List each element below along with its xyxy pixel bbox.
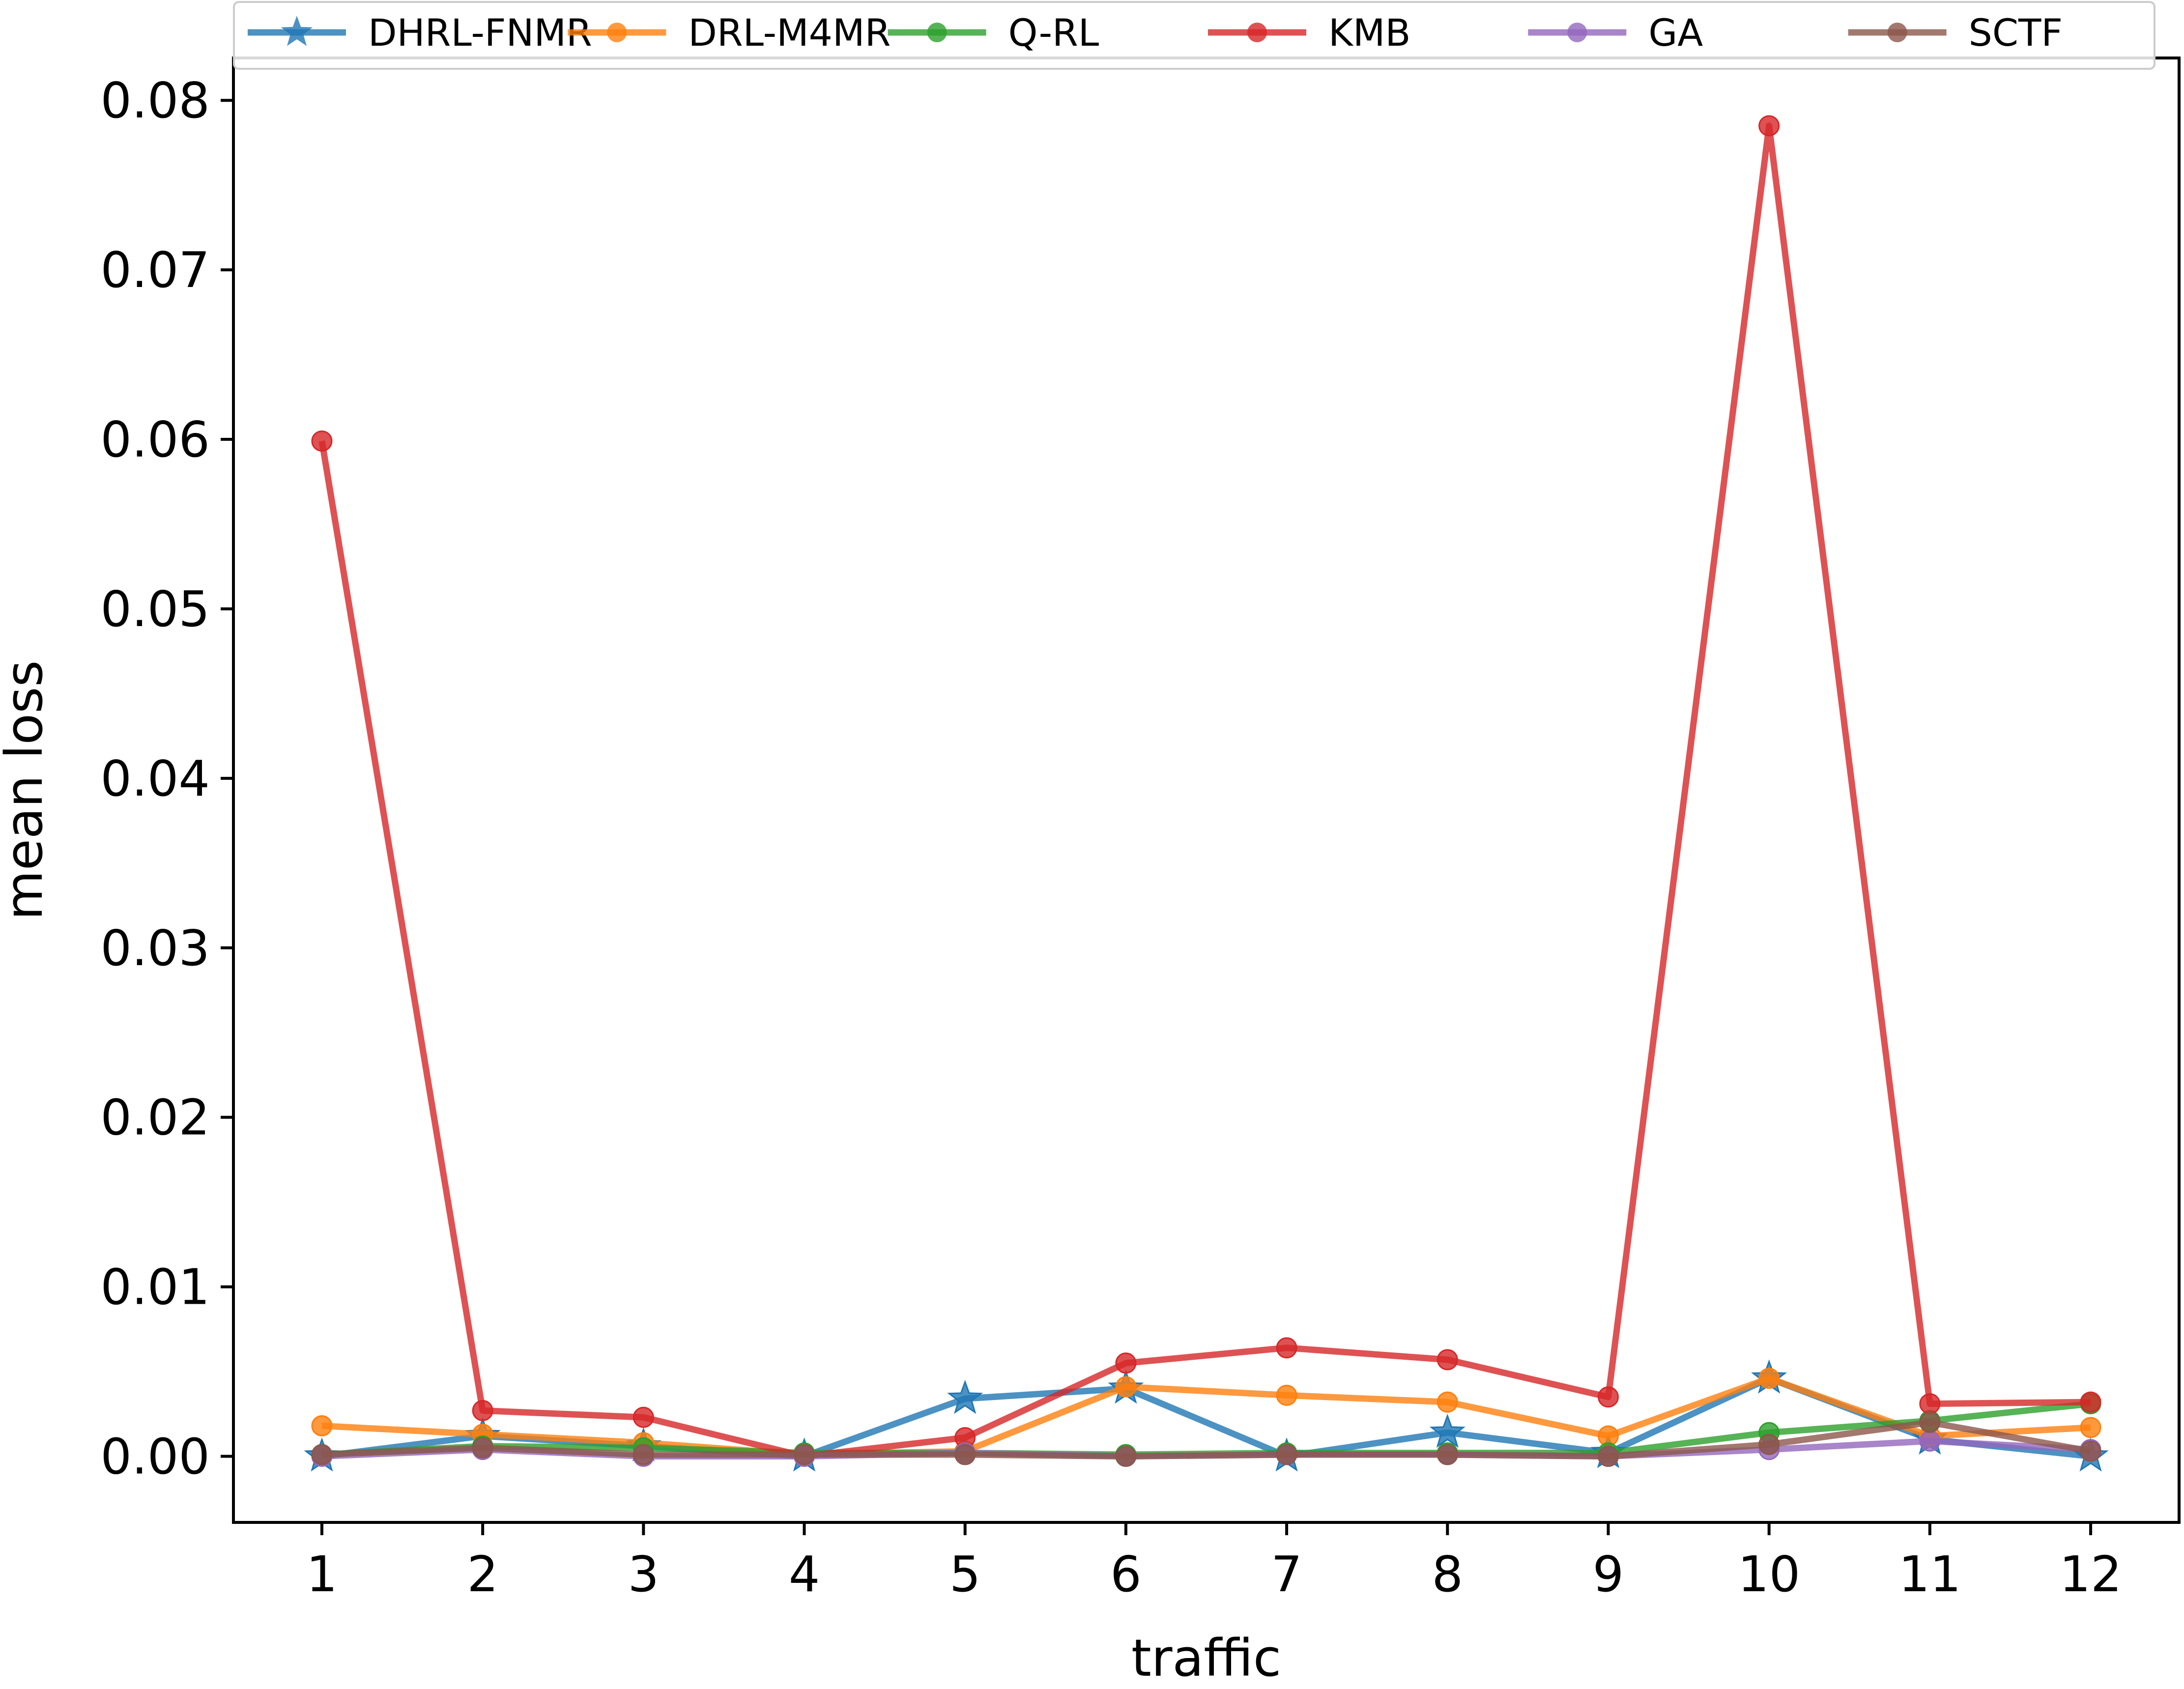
data-point bbox=[2080, 1440, 2101, 1462]
x-tick-label: 12 bbox=[2059, 1546, 2122, 1603]
data-point bbox=[1758, 1433, 1780, 1455]
legend-label: Q-RL bbox=[1008, 11, 1099, 55]
legend-label: DHRL-FNMR bbox=[368, 11, 592, 55]
data-point bbox=[1919, 1430, 1941, 1452]
x-tick-label: 8 bbox=[1432, 1546, 1463, 1603]
data-point bbox=[1115, 1352, 1137, 1374]
legend-marker bbox=[927, 23, 947, 42]
y-tick-label: 0.01 bbox=[100, 1259, 210, 1316]
legend-item: DRL-M4MR bbox=[568, 11, 891, 55]
data-point bbox=[1437, 1444, 1458, 1465]
x-tick-label: 9 bbox=[1593, 1546, 1624, 1603]
x-tick-label: 10 bbox=[1738, 1546, 1800, 1603]
legend-marker bbox=[1887, 23, 1907, 42]
legend-label: SCTF bbox=[1969, 11, 2063, 55]
data-point bbox=[954, 1444, 976, 1465]
legend-marker bbox=[1247, 23, 1267, 42]
series-kmb bbox=[311, 115, 2101, 1467]
y-tick-label: 0.06 bbox=[100, 411, 210, 468]
data-point bbox=[1919, 1412, 1941, 1433]
data-point bbox=[1437, 1391, 1458, 1413]
x-tick-label: 3 bbox=[628, 1546, 660, 1603]
data-point bbox=[632, 1444, 654, 1465]
legend-label: GA bbox=[1648, 11, 1703, 55]
data-point bbox=[632, 1406, 654, 1428]
data-point bbox=[1276, 1444, 1297, 1465]
y-axis-label: mean loss bbox=[0, 660, 54, 920]
data-point bbox=[1115, 1376, 1137, 1398]
plot-area bbox=[304, 115, 2109, 1472]
data-point bbox=[2080, 1391, 2101, 1413]
x-tick-label: 5 bbox=[949, 1546, 981, 1603]
data-point bbox=[311, 430, 333, 452]
x-tick-label: 11 bbox=[1898, 1546, 1961, 1603]
legend-marker bbox=[607, 23, 627, 42]
y-axis: 0.00 0.01 0.02 0.03 0.04 0.05 0.06 0.07 0.08 bbox=[100, 72, 233, 1485]
data-point bbox=[1919, 1393, 1941, 1415]
x-axis-label: traffic bbox=[1131, 1628, 1281, 1688]
y-tick-label: 0.07 bbox=[100, 241, 210, 299]
data-point bbox=[794, 1444, 815, 1465]
data-point bbox=[1276, 1337, 1297, 1359]
y-tick-label: 0.08 bbox=[100, 72, 210, 129]
data-point bbox=[472, 1400, 493, 1421]
data-point bbox=[1115, 1445, 1137, 1467]
data-point bbox=[472, 1437, 493, 1459]
data-point bbox=[1758, 115, 1780, 137]
data-point bbox=[1276, 1384, 1297, 1406]
data-point bbox=[1429, 1413, 1466, 1448]
x-tick-label: 2 bbox=[467, 1546, 498, 1603]
x-tick-label: 7 bbox=[1271, 1546, 1302, 1603]
legend-item: GA bbox=[1528, 11, 1703, 55]
legend: DHRL-FNMR DRL-M4MR Q-RL KMB GA SCTF bbox=[233, 1, 2155, 70]
legend-item: SCTF bbox=[1848, 11, 2063, 55]
data-point bbox=[1437, 1349, 1458, 1371]
legend-marker bbox=[1567, 23, 1587, 42]
x-tick-label: 1 bbox=[306, 1546, 338, 1603]
legend-label: DRL-M4MR bbox=[688, 11, 891, 55]
data-point bbox=[947, 1379, 983, 1414]
legend-box bbox=[233, 1, 2155, 70]
y-tick-label: 0.03 bbox=[100, 919, 210, 977]
series-line bbox=[321, 1375, 2091, 1458]
data-point bbox=[311, 1415, 333, 1436]
series-line bbox=[318, 122, 2091, 1460]
x-axis: 1 2 3 4 5 6 7 8 9 10 11 12 bbox=[306, 1522, 2122, 1603]
x-tick-label: 6 bbox=[1110, 1546, 1142, 1603]
y-tick-label: 0.04 bbox=[100, 750, 210, 807]
series-line bbox=[321, 1419, 2092, 1460]
legend-item: DHRL-FNMR bbox=[248, 11, 592, 55]
y-tick-label: 0.05 bbox=[100, 580, 210, 638]
legend-marker bbox=[281, 16, 313, 46]
y-tick-label: 0.00 bbox=[100, 1428, 210, 1485]
data-point bbox=[311, 1444, 333, 1465]
series-sctf bbox=[311, 1412, 2101, 1467]
x-tick-label: 4 bbox=[789, 1546, 820, 1603]
data-point bbox=[1597, 1445, 1619, 1467]
data-point bbox=[2080, 1417, 2101, 1438]
legend-item: KMB bbox=[1208, 11, 1411, 55]
legend-label: KMB bbox=[1328, 11, 1411, 55]
data-point bbox=[1758, 1368, 1780, 1389]
data-point bbox=[1597, 1386, 1619, 1408]
legend-item: Q-RL bbox=[888, 11, 1099, 55]
y-tick-label: 0.02 bbox=[100, 1089, 210, 1146]
